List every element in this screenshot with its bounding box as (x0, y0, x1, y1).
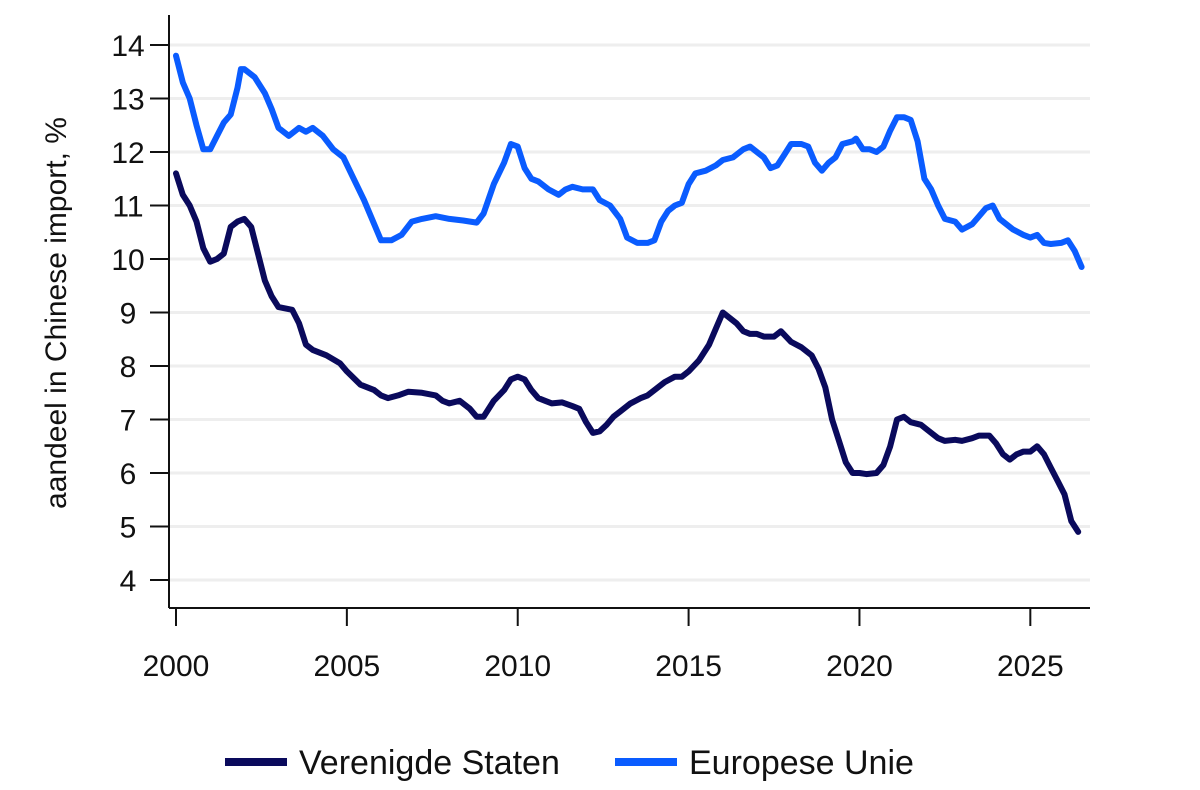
x-tick-label: 2015 (655, 650, 722, 683)
x-tick-label: 2010 (484, 650, 551, 683)
y-tick-label: 13 (111, 84, 144, 117)
y-tick-label: 5 (120, 512, 137, 545)
series-lines (173, 52, 1085, 535)
gridlines (169, 43, 1090, 582)
y-tick-label: 6 (120, 458, 137, 491)
y-tick-label: 14 (111, 30, 144, 63)
y-axis-title: aandeel in Chinese import, % (40, 117, 73, 509)
y-tick-label: 4 (120, 565, 137, 598)
x-tick-label: 2020 (826, 650, 893, 683)
series-line-1 (173, 52, 1085, 270)
series-line-0 (173, 170, 1082, 535)
y-tick-label: 9 (120, 298, 137, 331)
y-tick-label: 11 (112, 191, 143, 224)
y-ticks: 4 5 6 7 8 9 10 11 12 13 14 (111, 30, 169, 598)
y-tick-label: 8 (120, 351, 137, 384)
x-tick-label: 2025 (997, 650, 1064, 683)
x-tick-label: 2005 (313, 650, 380, 683)
legend-label-0: Verenigde Staten (299, 744, 560, 782)
legend: Verenigde Staten Europese Unie (225, 744, 914, 782)
y-tick-label: 7 (120, 405, 137, 438)
y-tick-label: 10 (111, 244, 144, 277)
x-tick-label: 2000 (143, 650, 210, 683)
y-tick-label: 12 (111, 137, 144, 170)
x-ticks: 2000 2005 2010 2015 2020 2025 (143, 608, 1064, 683)
legend-label-1: Europese Unie (689, 744, 914, 782)
